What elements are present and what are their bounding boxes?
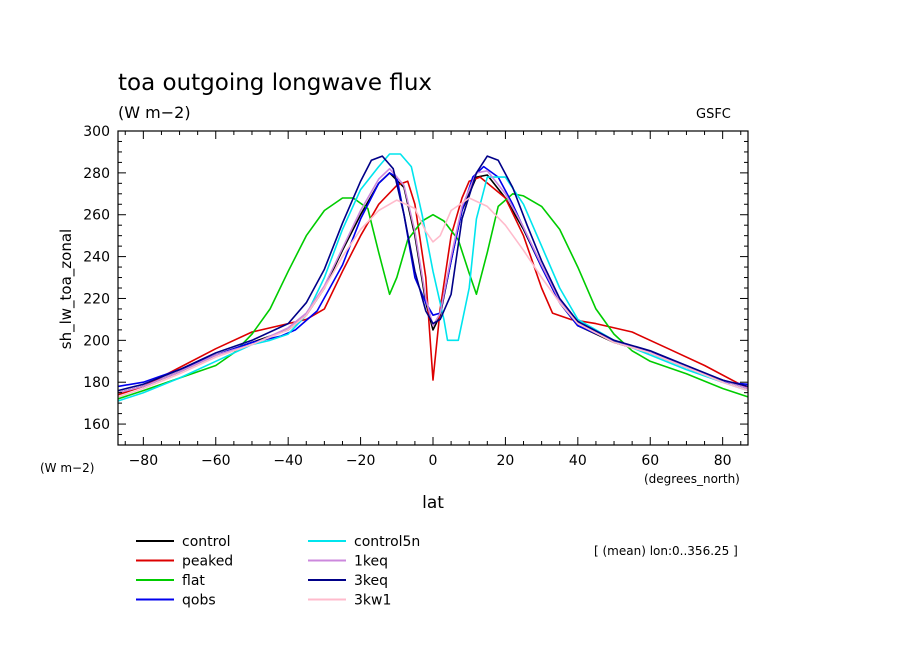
y-tick-label: 200 bbox=[83, 333, 110, 349]
x-tick-label: 80 bbox=[714, 453, 732, 469]
y-units-label: (W m−2) bbox=[40, 461, 94, 475]
axis-ticks: −80 −60 −40 −20 0 20 40 60 80 160 180 200 220 240 260 2… bbox=[83, 124, 748, 469]
y-axis-label: sh_lw_toa_zonal bbox=[57, 229, 76, 349]
y-tick-label: 280 bbox=[83, 166, 110, 182]
y-tick-label: 180 bbox=[83, 375, 110, 391]
chart-units: (W m−2) bbox=[118, 103, 191, 122]
x-units-label: (degrees_north) bbox=[644, 472, 740, 486]
y-tick-label: 240 bbox=[83, 250, 110, 266]
legend-label-control: control bbox=[182, 534, 231, 550]
legend-label-1keq: 1keq bbox=[354, 554, 388, 570]
x-tick-label: 60 bbox=[641, 453, 659, 469]
mean-note: [ (mean) lon:0..356.25 ] bbox=[594, 544, 738, 558]
x-tick-label: −20 bbox=[346, 453, 376, 469]
legend-label-peaked: peaked bbox=[182, 554, 233, 570]
series-line-control5n bbox=[117, 153, 749, 402]
legend-label-3kw1: 3kw1 bbox=[354, 593, 391, 609]
x-tick-label: −40 bbox=[273, 453, 303, 469]
x-tick-label: −60 bbox=[201, 453, 231, 469]
legend: control peaked flat qobs control5n 1keq 3keq 3k… bbox=[136, 534, 420, 609]
x-tick-label: 0 bbox=[429, 453, 438, 469]
plot-lines bbox=[117, 153, 749, 402]
legend-label-flat: flat bbox=[182, 573, 205, 589]
y-tick-label: 220 bbox=[83, 291, 110, 307]
chart-title: toa outgoing longwave flux bbox=[118, 70, 432, 96]
series-line-qobs bbox=[117, 165, 749, 388]
y-tick-label: 300 bbox=[83, 124, 110, 140]
x-axis-label: lat bbox=[422, 493, 444, 513]
y-tick-label: 260 bbox=[83, 208, 110, 224]
legend-label-3keq: 3keq bbox=[354, 573, 388, 589]
series-line-flat bbox=[117, 193, 749, 400]
series-line-3keq bbox=[117, 155, 749, 392]
series-line-3kw1 bbox=[117, 197, 749, 398]
x-tick-label: 20 bbox=[496, 453, 514, 469]
series-line-control bbox=[117, 172, 749, 394]
x-tick-label: −80 bbox=[129, 453, 159, 469]
y-tick-label: 160 bbox=[83, 417, 110, 433]
legend-label-control5n: control5n bbox=[354, 534, 420, 550]
source-label: GSFC bbox=[696, 107, 731, 122]
legend-label-qobs: qobs bbox=[182, 593, 216, 609]
x-tick-label: 40 bbox=[569, 453, 587, 469]
plot-frame bbox=[117, 130, 749, 446]
